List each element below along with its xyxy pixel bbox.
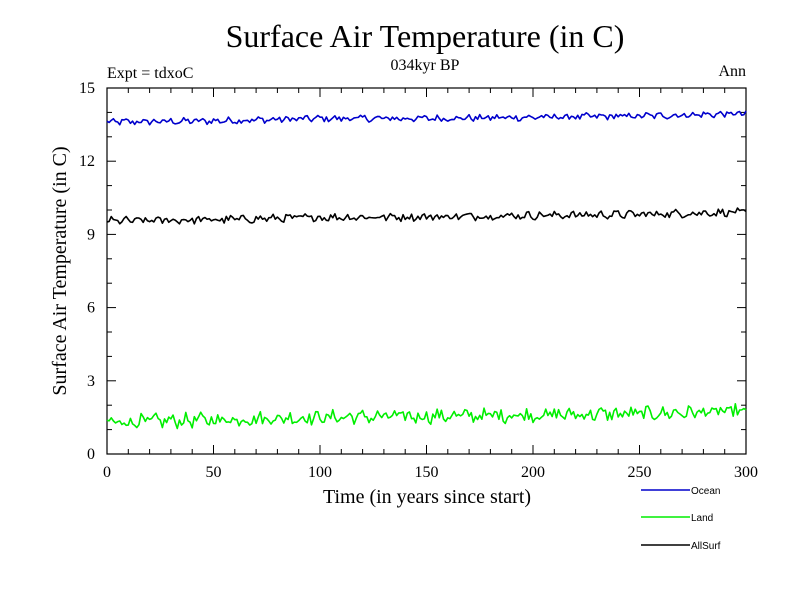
y-axis-label: Surface Air Temperature (in C) — [49, 146, 71, 395]
x-tick-label: 150 — [415, 464, 439, 481]
legend-label-ocean: Ocean — [691, 486, 720, 497]
experiment-label: Expt = tdxoC — [107, 65, 193, 82]
season-label: Ann — [718, 63, 746, 80]
series-line-ocean — [106, 110, 747, 126]
chart-subtitle: 034kyr BP — [391, 57, 460, 74]
plot-frame — [106, 87, 747, 455]
x-tick-label: 250 — [628, 464, 652, 481]
legend: Ocean Land AllSurf — [641, 486, 721, 552]
legend-label-allsurf: AllSurf — [691, 541, 721, 552]
y-tick-label: 12 — [79, 153, 95, 170]
x-tick-label: 100 — [308, 464, 332, 481]
y-tick-label: 6 — [87, 300, 95, 317]
x-axis-label: Time (in years since start) — [323, 486, 531, 508]
legend-label-land: Land — [691, 513, 713, 524]
series-line-land — [106, 403, 747, 430]
x-tick-label: 50 — [206, 464, 222, 481]
x-tick-label: 200 — [521, 464, 545, 481]
y-tick-label: 3 — [87, 373, 95, 390]
series-line-allsurf — [106, 207, 747, 225]
x-tick-label: 300 — [734, 464, 758, 481]
chart-title: Surface Air Temperature (in C) — [226, 18, 625, 54]
y-tick-label: 15 — [79, 80, 95, 97]
y-tick-label: 0 — [87, 446, 95, 463]
y-tick-label: 9 — [87, 226, 95, 243]
x-tick-label: 0 — [103, 464, 111, 481]
